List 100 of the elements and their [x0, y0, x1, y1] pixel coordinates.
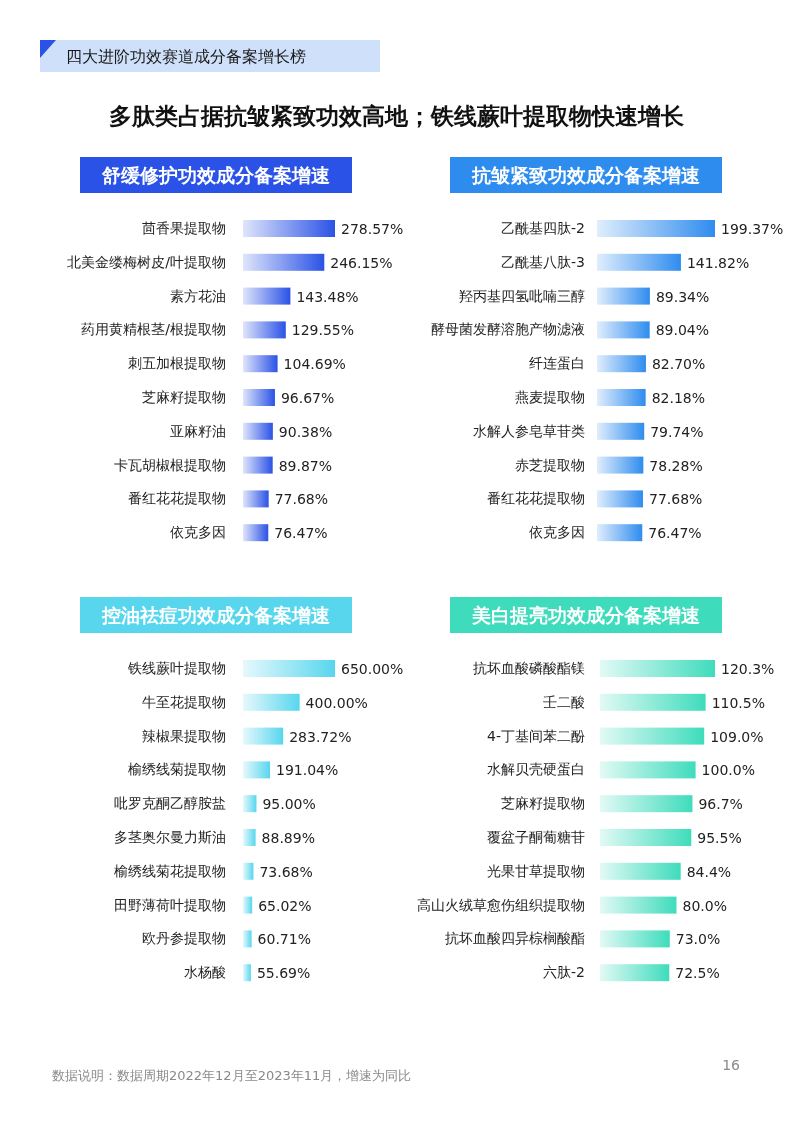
- data-label: 143.48%: [296, 288, 359, 305]
- y-tick-label: 水解贝壳硬蛋白: [487, 761, 585, 778]
- bar: [243, 795, 257, 813]
- data-label: 400.00%: [305, 694, 368, 711]
- bar: [243, 930, 252, 948]
- data-label: 89.34%: [655, 288, 710, 305]
- y-tick-label: 药用黄精根茎/根提取物: [81, 321, 226, 338]
- bar: [597, 355, 646, 373]
- bar: [600, 660, 715, 677]
- bar: [243, 524, 269, 542]
- y-tick-label: 芝麻籽提取物: [501, 795, 585, 812]
- bar: [243, 896, 253, 914]
- y-tick-label: 番红花花提取物: [128, 490, 226, 507]
- bar: [600, 795, 693, 813]
- bar: [243, 287, 291, 305]
- bar: [243, 355, 278, 373]
- bar: [243, 220, 335, 237]
- data-label: 76.47%: [648, 525, 702, 542]
- y-tick-label: 榆绣线菊提取物: [128, 761, 226, 778]
- y-tick-label: 卡瓦胡椒根提取物: [114, 456, 226, 473]
- data-label: 72.5%: [675, 965, 720, 982]
- bar: [243, 727, 284, 745]
- data-label: 84.4%: [686, 863, 732, 880]
- chart-title: 舒缓修护功效成分备案增速: [101, 164, 330, 186]
- data-label: 246.15%: [330, 254, 393, 271]
- bar: [597, 524, 643, 542]
- text: 数据说明：数据周期2022年12月至2023年11月，增速为同比: [52, 1068, 412, 1083]
- data-label: 73.68%: [259, 863, 313, 880]
- bar: [597, 422, 645, 440]
- y-tick-label: 4-丁基间苯二酚: [487, 727, 585, 744]
- y-tick-label: 纤连蛋白: [529, 355, 585, 372]
- y-tick-label: 多茎奥尔曼力斯油: [114, 829, 226, 845]
- data-label: 73.0%: [675, 931, 721, 948]
- bar: [597, 287, 650, 305]
- bar: [243, 829, 256, 846]
- bar: [243, 660, 335, 677]
- data-label: 88.89%: [261, 830, 315, 846]
- data-label: 110.5%: [711, 694, 766, 711]
- data-label: 109.0%: [710, 728, 764, 745]
- y-tick-label: 酵母菌发酵溶胞产物滤液: [431, 321, 585, 338]
- text: 四大进阶功效赛道成分备案增长榜: [66, 47, 306, 66]
- text: 16: [722, 1057, 741, 1073]
- bar: [600, 693, 706, 711]
- data-label: 95.5%: [697, 830, 742, 846]
- bar: [600, 727, 705, 745]
- chart-title: 抗皱紧致功效成分备案增速: [471, 164, 700, 186]
- data-label: 79.74%: [650, 423, 704, 440]
- data-label: 77.68%: [274, 491, 329, 508]
- y-tick-label: 刺五加根提取物: [128, 355, 226, 372]
- data-label: 55.69%: [256, 965, 311, 982]
- y-tick-label: 水解人参皂草苷类: [473, 422, 585, 439]
- data-label: 95.00%: [262, 796, 316, 813]
- y-tick-label: 田野薄荷叶提取物: [114, 896, 226, 913]
- y-tick-label: 羟丙基四氢吡喃三醇: [459, 287, 585, 304]
- bar: [243, 422, 273, 440]
- data-label: 650.00%: [341, 661, 404, 677]
- y-tick-label: 乙酰基四肽-2: [501, 220, 585, 236]
- text: 多肽类占据抗皱紧致功效高地；铁线蕨叶提取物快速增长: [108, 103, 684, 129]
- y-tick-label: 乙酰基八肽-3: [501, 253, 585, 270]
- y-tick-label: 抗坏血酸磷酸酯镁: [473, 660, 585, 676]
- data-label: 100.0%: [701, 762, 755, 779]
- bar: [243, 693, 300, 711]
- y-tick-label: 亚麻籽油: [170, 422, 226, 439]
- y-tick-label: 六肽-2: [543, 964, 585, 981]
- bar: [597, 490, 643, 508]
- y-tick-label: 水杨酸: [184, 964, 226, 981]
- y-tick-label: 抗坏血酸四异棕榈酸酯: [445, 930, 585, 947]
- y-tick-label: 光果甘草提取物: [487, 862, 585, 879]
- bar: [600, 930, 670, 948]
- data-label: 90.38%: [278, 423, 333, 440]
- data-label: 78.28%: [649, 457, 703, 474]
- y-tick-label: 欧丹参提取物: [142, 930, 226, 947]
- y-tick-label: 覆盆子酮葡糖苷: [487, 829, 585, 845]
- bar: [243, 490, 269, 508]
- data-label: 278.57%: [341, 221, 404, 237]
- y-tick-label: 素方花油: [170, 287, 226, 304]
- bar: [243, 389, 275, 406]
- bar: [243, 456, 273, 474]
- bar: [600, 964, 670, 982]
- y-tick-label: 燕麦提取物: [515, 389, 585, 405]
- data-label: 82.18%: [651, 390, 706, 406]
- y-tick-label: 依克多因: [170, 524, 226, 541]
- data-label: 89.04%: [655, 322, 710, 339]
- y-tick-label: 赤芝提取物: [515, 456, 585, 473]
- data-label: 96.7%: [698, 796, 743, 813]
- y-tick-label: 茴香果提取物: [142, 220, 226, 236]
- y-tick-label: 壬二酸: [543, 693, 585, 710]
- data-label: 77.68%: [648, 491, 703, 508]
- data-label: 283.72%: [289, 728, 352, 745]
- y-tick-label: 高山火绒草愈伤组织提取物: [417, 896, 585, 913]
- y-tick-label: 番红花花提取物: [487, 490, 585, 507]
- bar: [243, 761, 271, 779]
- bar: [243, 253, 325, 271]
- bar: [597, 321, 650, 339]
- bar: [600, 862, 681, 880]
- bar: [597, 220, 715, 237]
- data-label: 141.82%: [686, 254, 750, 271]
- bar: [597, 253, 681, 271]
- data-label: 80.0%: [682, 897, 727, 914]
- data-label: 129.55%: [291, 322, 355, 339]
